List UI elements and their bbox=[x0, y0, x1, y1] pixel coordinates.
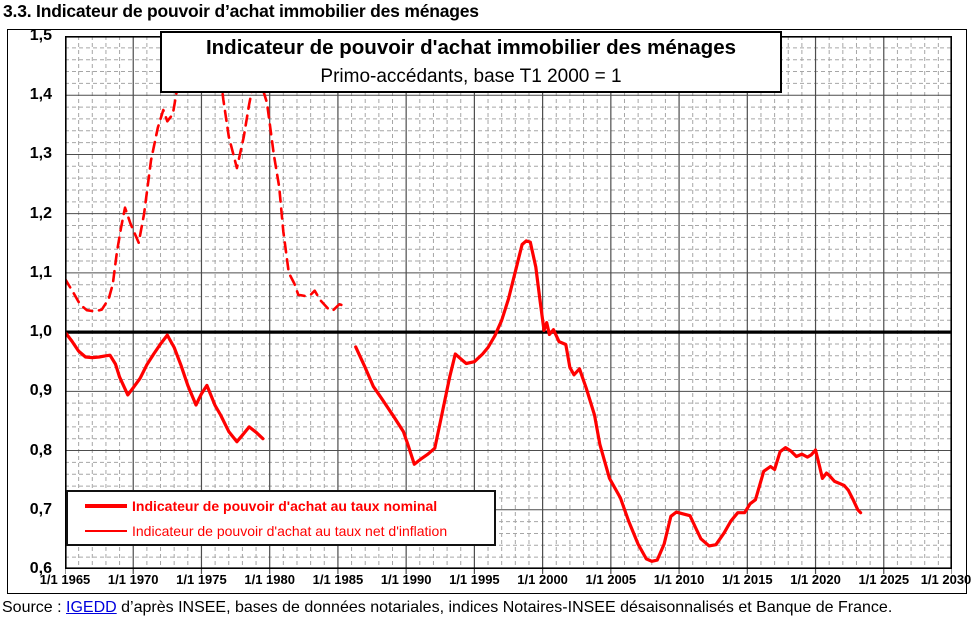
source-link[interactable]: IGEDD bbox=[66, 599, 117, 616]
y-axis-tick-label: 1,3 bbox=[29, 145, 52, 163]
x-axis-tick-label: 1/1 2020 bbox=[790, 572, 841, 587]
y-axis-tick-label: 1,4 bbox=[29, 86, 52, 104]
y-axis-tick-label: 1,0 bbox=[29, 323, 52, 341]
legend-item-nominal: Indicateur de pouvoir d'achat au taux no… bbox=[85, 498, 494, 514]
x-axis-tick-label: 1/1 1990 bbox=[380, 572, 432, 587]
x-axis-tick-label: 1/1 2000 bbox=[517, 572, 568, 587]
x-axis-tick-label: 1/1 1980 bbox=[244, 572, 295, 587]
y-axis-tick-label: 1,5 bbox=[29, 27, 52, 44]
x-axis-tick-label: 1/1 1965 bbox=[39, 572, 91, 587]
y-axis-tick-label: 0,6 bbox=[29, 560, 52, 577]
x-axis-tick-label: 1/1 2010 bbox=[653, 572, 705, 587]
plot-svg bbox=[65, 36, 952, 574]
source-line: Source : IGEDD d’après INSEE, bases de d… bbox=[2, 599, 892, 617]
x-axis-tick-label: 1/1 1970 bbox=[107, 572, 159, 587]
x-axis-tick-label: 1/1 2025 bbox=[858, 572, 910, 587]
y-axis-tick-label: 0,7 bbox=[29, 500, 52, 518]
legend-item-inflation: Indicateur de pouvoir d'achat au taux ne… bbox=[85, 523, 494, 539]
source-prefix: Source : bbox=[2, 599, 67, 616]
y-axis-tick-label: 0,9 bbox=[29, 382, 52, 400]
inflation-line-swatch-icon bbox=[85, 529, 127, 532]
series-nominal-line bbox=[65, 330, 265, 444]
legend-label-inflation: Indicateur de pouvoir d'achat au taux ne… bbox=[132, 522, 448, 539]
series-nominal-line bbox=[354, 239, 863, 563]
x-axis-tick-label: 1/1 2005 bbox=[585, 572, 637, 587]
chart-title: Indicateur de pouvoir d'achat immobilier… bbox=[205, 36, 737, 59]
x-axis-tick-label: 1/1 2015 bbox=[721, 572, 773, 587]
legend: Indicateur de pouvoir d'achat au taux no… bbox=[66, 490, 496, 546]
source-suffix: d’après INSEE, bases de données notarial… bbox=[116, 599, 893, 616]
chart-title-box: Indicateur de pouvoir d'achat immobilier… bbox=[160, 31, 782, 93]
chart-subtitle: Primo-accédants, base T1 2000 = 1 bbox=[320, 66, 622, 87]
x-axis-tick-label: 1/1 2030 bbox=[920, 572, 972, 587]
y-axis-tick-label: 1,2 bbox=[29, 204, 52, 222]
page-title: 3.3. Indicateur de pouvoir d’achat immob… bbox=[3, 1, 479, 21]
x-axis-tick-label: 1/1 1985 bbox=[312, 572, 364, 587]
series-inflation-line bbox=[65, 36, 345, 313]
y-axis-tick-label: 0,8 bbox=[29, 441, 52, 459]
y-axis-tick-label: 1,1 bbox=[29, 263, 52, 281]
legend-label-nominal: Indicateur de pouvoir d'achat au taux no… bbox=[132, 497, 438, 514]
x-axis-tick-label: 1/1 1995 bbox=[449, 572, 500, 587]
x-axis-tick-label: 1/1 1975 bbox=[176, 572, 227, 587]
nominal-line-swatch-icon bbox=[85, 503, 127, 508]
